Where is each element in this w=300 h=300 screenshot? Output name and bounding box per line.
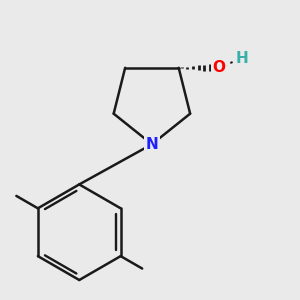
Text: O: O <box>212 60 225 75</box>
Text: H: H <box>236 51 248 66</box>
Text: N: N <box>146 137 158 152</box>
